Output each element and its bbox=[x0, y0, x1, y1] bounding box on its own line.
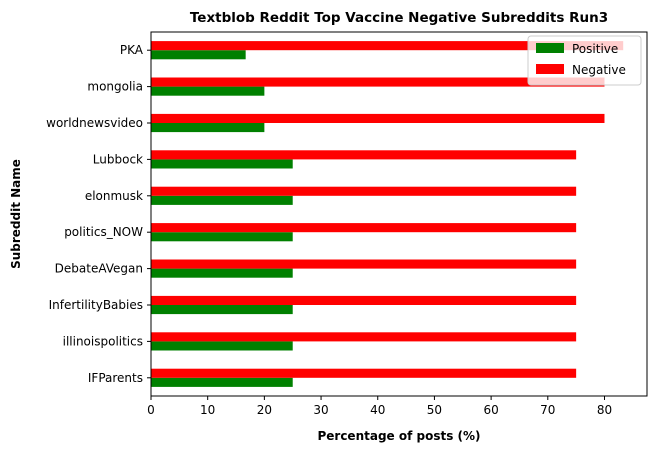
legend-swatch bbox=[536, 43, 564, 53]
legend: Positive Negative bbox=[527, 35, 642, 86]
bar-negative bbox=[151, 368, 577, 378]
x-tick-label: 20 bbox=[257, 403, 272, 417]
bar-positive bbox=[151, 268, 293, 278]
y-tick-label: DebateAVegan bbox=[55, 262, 143, 276]
bar-negative bbox=[151, 186, 577, 196]
y-tick-label: InfertilityBabies bbox=[49, 298, 143, 312]
x-tick-label: 40 bbox=[370, 403, 385, 417]
bar-negative bbox=[151, 113, 605, 123]
bar-positive bbox=[151, 341, 293, 351]
x-tick-label: 10 bbox=[200, 403, 215, 417]
x-tick-label: 70 bbox=[540, 403, 555, 417]
bar-positive bbox=[151, 50, 246, 60]
y-tick-label: worldnewsvideo bbox=[46, 116, 143, 130]
bars-group bbox=[151, 41, 624, 387]
bar-positive bbox=[151, 232, 293, 242]
bar-positive bbox=[151, 86, 265, 96]
bar-negative bbox=[151, 77, 605, 87]
bar-positive bbox=[151, 123, 265, 133]
y-tick-label: Lubbock bbox=[93, 152, 143, 166]
x-tick-label: 0 bbox=[147, 403, 155, 417]
y-axis-ticks: PKA mongolia worldnewsvideo Lubbock elonmusk… bbox=[46, 43, 151, 385]
y-tick-label: politics_NOW bbox=[64, 225, 143, 239]
y-tick-label: PKA bbox=[120, 43, 144, 57]
bar-positive bbox=[151, 159, 293, 169]
x-tick-label: 80 bbox=[597, 403, 612, 417]
plot-frame bbox=[150, 31, 648, 397]
y-axis-title: Subreddit Name bbox=[9, 159, 23, 269]
x-tick-label: 30 bbox=[313, 403, 328, 417]
x-axis-ticks: 0 10 20 30 40 50 60 70 80 bbox=[147, 396, 612, 417]
bar-negative bbox=[151, 41, 624, 51]
legend-label: Negative bbox=[572, 63, 626, 77]
bar-negative bbox=[151, 259, 577, 269]
y-tick-label: elonmusk bbox=[85, 189, 143, 203]
y-tick-label: mongolia bbox=[87, 80, 143, 94]
x-tick-label: 50 bbox=[427, 403, 442, 417]
bar-negative bbox=[151, 223, 577, 233]
bar-negative bbox=[151, 150, 577, 160]
legend-swatch bbox=[536, 64, 564, 74]
x-tick-label: 60 bbox=[483, 403, 498, 417]
bar-positive bbox=[151, 305, 293, 315]
y-tick-label: IFParents bbox=[88, 371, 143, 385]
y-tick-label: illinoispolitics bbox=[63, 334, 143, 348]
bar-positive bbox=[151, 195, 293, 205]
bar-negative bbox=[151, 295, 577, 305]
x-axis-title: Percentage of posts (%) bbox=[317, 429, 480, 443]
legend-label: Positive bbox=[572, 42, 618, 56]
bar-positive bbox=[151, 377, 293, 387]
chart-title: Textblob Reddit Top Vaccine Negative Sub… bbox=[190, 10, 608, 26]
bar-negative bbox=[151, 332, 577, 342]
